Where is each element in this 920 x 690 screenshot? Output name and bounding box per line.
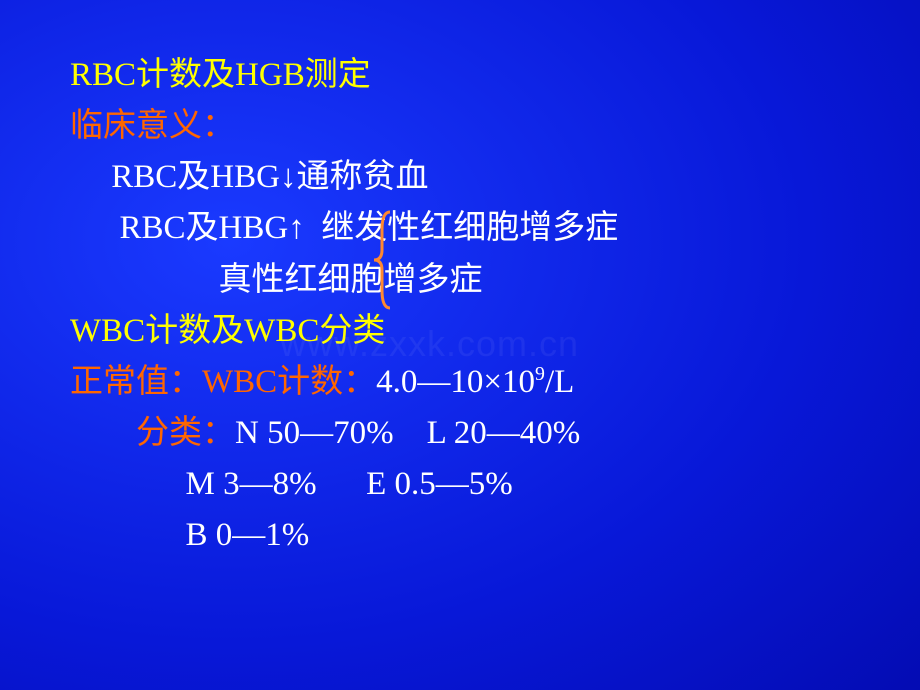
wbc-value-a: 4.0—10×10 (376, 364, 535, 400)
slide-content: RBC计数及HGB测定 临床意义： RBC及HBG↓通称贫血 RBC及HBG↑ … (70, 50, 880, 561)
anemia-line: RBC及HBG↓通称贫血 (70, 152, 880, 203)
curly-brace-icon (372, 210, 396, 310)
subtitle-text: 临床意义： (70, 108, 235, 144)
wbc-title: WBC计数及WBC分类 (70, 313, 385, 349)
classification-row3: B 0—1% (70, 510, 880, 561)
wbc-count-label: WBC计数： (202, 364, 376, 400)
normal-wbc-count: 正常值：WBC计数：4.0—10×109/L (70, 357, 880, 408)
secondary-polycythemia: 继发性红细胞增多症 (313, 210, 618, 246)
classification-row1: 分类：N 50—70% L 20—40% (70, 408, 880, 459)
wbc-value-b: /L (545, 364, 574, 400)
wbc-value-sup: 9 (535, 363, 545, 385)
normal-label: 正常值： (70, 364, 202, 400)
section2-title: WBC计数及WBC分类 (70, 306, 880, 357)
polycythemia-vera: 真性红细胞增多症 (70, 255, 880, 306)
classification-row2: M 3—8% E 0.5—5% (70, 459, 880, 510)
section1-title: RBC计数及HGB测定 (70, 50, 880, 101)
rbc-hbg-up: RBC及HBG↑ (70, 210, 313, 246)
class-values-1: N 50—70% L 20—40% (235, 415, 580, 451)
polycythemia-secondary: RBC及HBG↑ 继发性红细胞增多症 (70, 203, 880, 254)
class-label: 分类： (70, 415, 235, 451)
title-text: RBC计数及HGB测定 (70, 57, 371, 93)
clinical-significance-label: 临床意义： (70, 101, 880, 152)
